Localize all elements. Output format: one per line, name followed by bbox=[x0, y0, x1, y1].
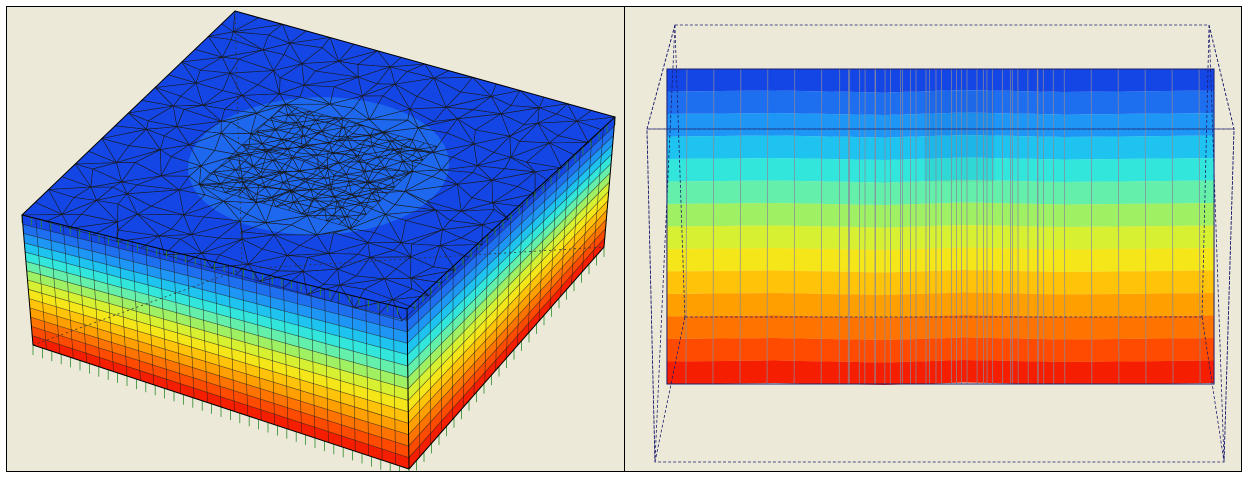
front-edge bbox=[406, 308, 410, 470]
contour-bands bbox=[666, 69, 1215, 385]
elevation-contour-view bbox=[625, 7, 1241, 471]
contour-band bbox=[666, 270, 1215, 295]
refined-mesh-triangle bbox=[262, 197, 277, 208]
contour-band bbox=[666, 360, 1215, 385]
column-line bbox=[739, 68, 742, 385]
hidden-vertical-edge bbox=[234, 10, 243, 270]
contour-band bbox=[666, 315, 1215, 340]
contour-band bbox=[666, 180, 1215, 205]
figure-frame bbox=[6, 6, 1242, 472]
bounding-box bbox=[646, 24, 1235, 463]
refined-mesh-triangle bbox=[237, 187, 252, 201]
column-line bbox=[1144, 68, 1147, 385]
column-line bbox=[766, 68, 769, 385]
top-mesh-triangle bbox=[235, 263, 261, 282]
contour-band bbox=[666, 202, 1215, 228]
top-mesh-triangle bbox=[44, 214, 71, 229]
contour-band bbox=[666, 69, 1215, 93]
isometric-mesh-panel bbox=[7, 7, 625, 471]
block-outline bbox=[20, 10, 616, 470]
box-hidden-right-bottom bbox=[1201, 316, 1225, 463]
load-arrows bbox=[21, 117, 616, 471]
top-mesh-triangle bbox=[92, 221, 118, 242]
column-line bbox=[1171, 68, 1174, 385]
box-hidden-right bbox=[1201, 24, 1210, 318]
contour-band bbox=[666, 225, 1215, 250]
contour-band bbox=[666, 337, 1215, 363]
column-line bbox=[685, 68, 688, 385]
column-line bbox=[1090, 68, 1093, 385]
contour-outline bbox=[666, 68, 1215, 385]
column-line bbox=[712, 68, 715, 385]
top-mesh-triangle bbox=[282, 270, 308, 295]
hidden-edges bbox=[32, 10, 605, 346]
elevation-contour-panel bbox=[625, 7, 1241, 471]
contour-band bbox=[666, 112, 1215, 138]
contour-band bbox=[666, 135, 1215, 160]
column-line bbox=[1117, 68, 1120, 385]
contour-band bbox=[666, 247, 1215, 273]
column-lines bbox=[685, 68, 1201, 385]
box-hidden-left bbox=[674, 24, 686, 318]
contour-band bbox=[666, 157, 1215, 183]
contour-band bbox=[666, 90, 1215, 115]
isometric-mesh-view bbox=[7, 7, 624, 471]
refined-mesh-triangle bbox=[211, 183, 226, 194]
column-line bbox=[1198, 68, 1201, 385]
top-mesh-triangle bbox=[140, 235, 165, 256]
refined-mesh-triangle bbox=[338, 215, 353, 229]
refined-mesh-triangle bbox=[313, 208, 327, 222]
column-line bbox=[793, 68, 796, 385]
top-mesh-triangle bbox=[330, 284, 356, 309]
refined-mesh-triangle bbox=[288, 201, 302, 215]
contour-band bbox=[666, 292, 1215, 318]
